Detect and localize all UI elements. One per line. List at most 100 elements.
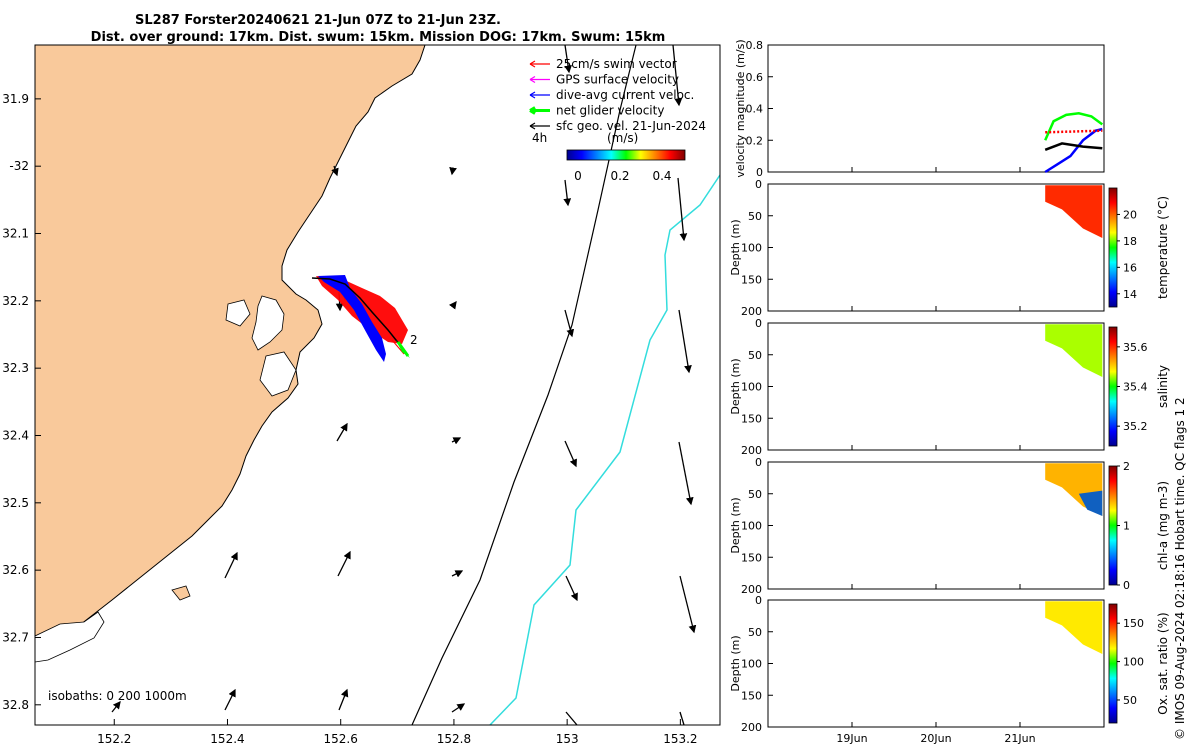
colorbar-tick-label: 35.2 bbox=[1123, 420, 1148, 433]
map-y-tick-label: -32 bbox=[9, 159, 29, 173]
current-vectors bbox=[318, 275, 386, 362]
isobath-200 bbox=[411, 45, 637, 725]
lake bbox=[251, 295, 285, 351]
glider-track: 2 bbox=[311, 275, 418, 362]
map-y-tick-label: 32.5 bbox=[2, 496, 29, 510]
lake bbox=[225, 299, 251, 327]
map-x-tick-label: 152.8 bbox=[437, 732, 471, 746]
velocity-y-tick-label: 0.4 bbox=[746, 103, 764, 116]
legend-item: 25cm/s swim vector bbox=[529, 57, 677, 71]
legend-time-label: 4h bbox=[532, 131, 547, 145]
map-y-tick-label: 31.9 bbox=[2, 92, 29, 106]
legend-arrowhead bbox=[529, 106, 536, 115]
legend-item: sfc geo. vel. 21-Jun-2024 bbox=[529, 119, 706, 133]
velocity-y-tick-label: 0 bbox=[756, 166, 763, 179]
depth-y-tick-label: 50 bbox=[748, 349, 762, 362]
depth-panel-2: 0 50 100 150 200 Depth (m) 35.2 35.4 35.6 salinit… bbox=[729, 317, 1170, 457]
depth-axes bbox=[767, 599, 1105, 728]
legend-item: dive-avg current veloc. bbox=[529, 88, 694, 102]
legend-label: net glider velocity bbox=[556, 104, 664, 118]
time-x-tick-label: 19Jun bbox=[836, 732, 867, 745]
legend-arrowhead bbox=[529, 91, 536, 99]
map-x-tick-label: 153.2 bbox=[663, 732, 697, 746]
depth-axes bbox=[767, 461, 1105, 590]
colorbar bbox=[1108, 326, 1118, 447]
depth-ylabel: Depth (m) bbox=[729, 358, 742, 414]
depth-axes bbox=[767, 183, 1105, 312]
legend-label: sfc geo. vel. 21-Jun-2024 bbox=[556, 119, 706, 133]
colorbar-unit: (m/s) bbox=[607, 131, 638, 145]
map-x-tick-label: 152.6 bbox=[324, 732, 358, 746]
depth-y-tick-label: 100 bbox=[741, 242, 762, 255]
velocity-series-line bbox=[1044, 142, 1103, 151]
map-y-tick-label: 32.8 bbox=[2, 698, 29, 712]
depth-y-tick-label: 100 bbox=[741, 381, 762, 394]
depth-y-tick-label: 100 bbox=[741, 658, 762, 671]
colorbar bbox=[1108, 465, 1118, 586]
colorbar-label: chl-a (mg m-3) bbox=[1156, 481, 1170, 570]
legend-label: GPS surface velocity bbox=[556, 73, 679, 87]
track-end-label: 2 bbox=[410, 333, 418, 347]
depth-y-tick-label: 0 bbox=[755, 178, 762, 191]
legend-item: GPS surface velocity bbox=[529, 73, 679, 87]
depth-ylabel: Depth (m) bbox=[729, 219, 742, 275]
velocity-series-line bbox=[1044, 127, 1103, 174]
depth-y-tick-label: 200 bbox=[741, 305, 762, 318]
colorbar-label: Ox. sat. ratio (%) bbox=[1156, 612, 1170, 714]
depth-y-tick-label: 50 bbox=[748, 488, 762, 501]
map-x-axis: 152.2 152.4 152.6 152.8 153 153.2 bbox=[97, 719, 698, 746]
map-y-tick-label: 32.1 bbox=[2, 227, 29, 241]
colorbar-label: temperature (°C) bbox=[1156, 196, 1170, 299]
map-y-tick-label: 32.6 bbox=[2, 563, 29, 577]
colorbar-tick-label: 150 bbox=[1123, 617, 1144, 630]
colorbar-tick-label: 0 bbox=[1123, 579, 1130, 592]
profile-data bbox=[1045, 185, 1103, 238]
glider-path bbox=[311, 277, 401, 346]
legend-arrowhead bbox=[529, 122, 536, 130]
profile-data bbox=[1045, 324, 1103, 377]
velocity-series-line bbox=[1045, 129, 1103, 134]
depth-y-tick-label: 150 bbox=[741, 551, 762, 564]
map-y-axis: 31.9 -32 32.1 32.2 32.3 32.4 32.5 32.6 32.7 32.8 bbox=[2, 92, 41, 712]
map-y-tick-label: 32.4 bbox=[2, 428, 29, 442]
depth-ylabel: Depth (m) bbox=[729, 635, 742, 691]
depth-y-tick-label: 200 bbox=[741, 444, 762, 457]
colorbar-tick-label: 100 bbox=[1123, 656, 1144, 669]
time-x-tick-label: 20Jun bbox=[920, 732, 951, 745]
map-y-tick-label: 32.2 bbox=[2, 294, 29, 308]
colorbar-tick-label: 35.4 bbox=[1123, 381, 1148, 394]
colorbar-tick-label: 35.6 bbox=[1123, 341, 1148, 354]
depth-panel-1: 0 50 100 150 200 Depth (m) 14 16 18 20 temperature… bbox=[729, 178, 1170, 318]
colorbar-tick-label: 2 bbox=[1123, 460, 1130, 473]
colorbar-tick-label: 20 bbox=[1123, 208, 1137, 221]
depth-y-tick-label: 150 bbox=[741, 412, 762, 425]
legend-label: 25cm/s swim vector bbox=[556, 57, 677, 71]
title-line-2: Dist. over ground: 17km. Dist. swum: 15k… bbox=[91, 30, 666, 45]
colorbar bbox=[1108, 187, 1118, 308]
map-axes-box bbox=[34, 44, 721, 726]
legend-arrowhead bbox=[529, 75, 536, 84]
speed-colorbar bbox=[566, 149, 686, 161]
depth-y-tick-label: 200 bbox=[741, 583, 762, 596]
legend: 25cm/s swim vector GPS surface velocitydi… bbox=[529, 57, 706, 183]
colorbar-tick: 0 bbox=[574, 169, 582, 183]
depth-axes bbox=[767, 322, 1105, 451]
map-x-tick-label: 152.4 bbox=[210, 732, 244, 746]
map-y-tick-label: 32.3 bbox=[2, 361, 29, 375]
colorbar-tick-label: 18 bbox=[1123, 235, 1137, 248]
velocity-y-tick-label: 0.6 bbox=[746, 71, 764, 84]
depth-y-tick-label: 150 bbox=[741, 273, 762, 286]
map-x-tick-label: 153 bbox=[556, 732, 579, 746]
velocity-y-tick-label: 0.8 bbox=[746, 39, 764, 52]
map-panel: 2 152.2 152.4 152.6 152.8 153 153.2 31.9 -32 32… bbox=[2, 44, 721, 746]
land-mass bbox=[35, 45, 426, 656]
inlet bbox=[35, 611, 105, 663]
legend-item: net glider velocity bbox=[529, 104, 664, 118]
map-x-tick-label: 152.2 bbox=[97, 732, 131, 746]
profile-data-low bbox=[1078, 490, 1103, 516]
colorbar-label: salinity bbox=[1156, 365, 1170, 408]
profile-data bbox=[1045, 601, 1103, 654]
depth-panel-4: 0 50 100 150 200 Depth (m) 50 100 150 Ox. sat. ra… bbox=[729, 594, 1170, 734]
